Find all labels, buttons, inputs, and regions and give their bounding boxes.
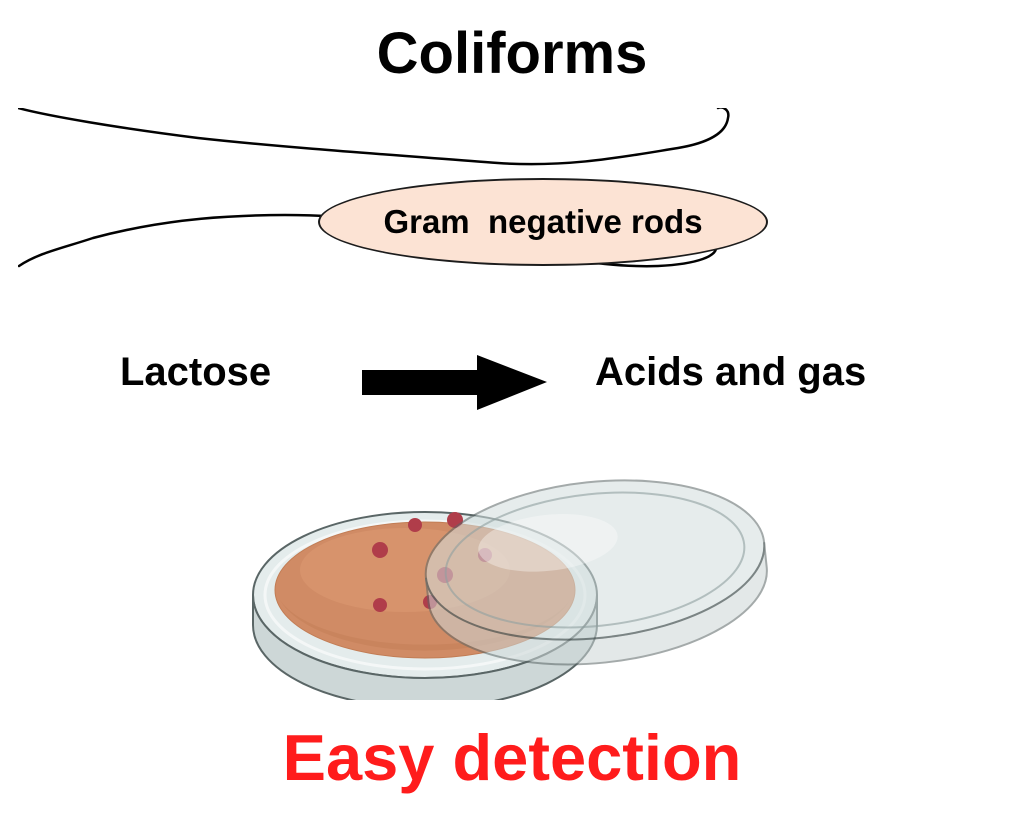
products-label: Acids and gas: [595, 350, 866, 395]
page-title: Coliforms: [377, 20, 648, 87]
petri-dish: [250, 430, 780, 700]
gram-negative-ellipse: Gram negative rods: [318, 178, 768, 266]
lactose-label: Lactose: [120, 350, 271, 395]
arrow-icon: [362, 355, 547, 410]
ellipse-label: Gram negative rods: [383, 203, 702, 241]
footer-text: Easy detection: [283, 720, 742, 795]
reaction-row: Lactose Acids and gas: [0, 330, 1024, 410]
